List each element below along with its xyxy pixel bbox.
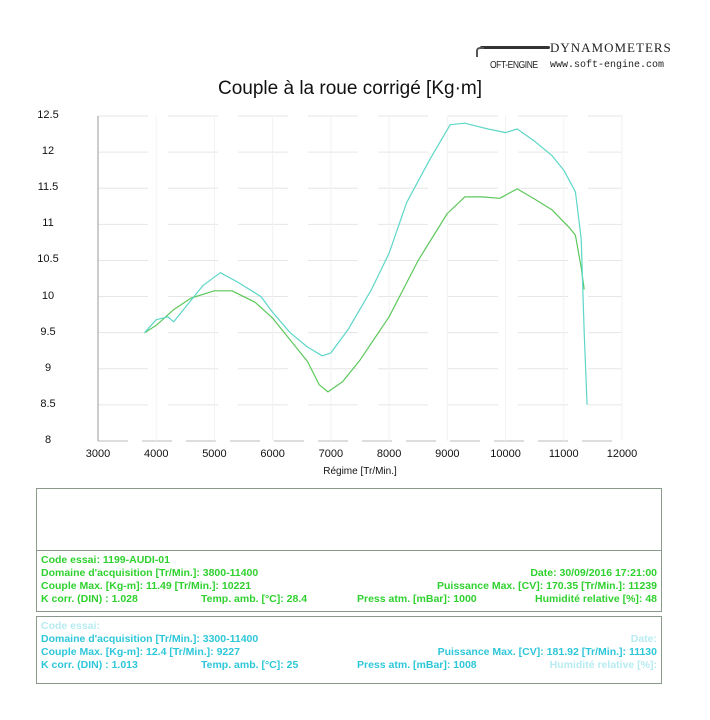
soft-engine-logo: DYNAMOMETERS OFT-ENGINE www.soft-engine.… — [476, 38, 688, 78]
acquisition-range: Domaine d'acquisition [Tr/Min.]: 3800-11… — [41, 567, 259, 579]
x-tick-label: 5000 — [202, 448, 227, 460]
ambient-temp: Temp. amb. [°C]: 28.4 — [201, 593, 308, 605]
logo-url: www.soft-engine.com — [550, 60, 665, 71]
y-tick-label: 9.5 — [40, 325, 56, 338]
chart-grid — [97, 115, 623, 442]
test-date: Date: — [630, 633, 657, 645]
chart-title: Couple à la roue corrigé [Kg·m] — [217, 78, 482, 99]
series-line-2 — [144, 122, 588, 405]
test-code: Code essai: 1199-AUDI-01 — [41, 554, 170, 566]
x-tick-label: 10000 — [490, 448, 521, 460]
ambient-temp: Temp. amb. [°C]: 25 — [201, 659, 299, 671]
test-date: Date: 30/09/2016 17:21:00 — [530, 567, 657, 579]
y-tick-label: 8 — [44, 434, 52, 446]
series-line-1 — [144, 188, 585, 393]
test-code: Code essai: — [41, 620, 100, 632]
y-tick-label: 8.5 — [40, 397, 56, 410]
info-panel-test-1: Code essai: 1199-AUDI-01 Domaine d'acqui… — [36, 550, 662, 612]
max-torque: Couple Max. [Kg-m]: 11.49 [Tr/Min.]: 102… — [41, 580, 252, 592]
atm-pressure: Press atm. [mBar]: 1008 — [357, 659, 477, 671]
info-header-box — [36, 488, 662, 551]
y-tick-label: 10 — [41, 289, 55, 302]
acquisition-range: Domaine d'acquisition [Tr/Min.]: 3300-11… — [41, 633, 259, 645]
k-correction: K corr. (DIN) : 1.028 — [41, 593, 138, 605]
atm-pressure: Press atm. [mBar]: 1000 — [357, 593, 477, 605]
max-power: Puissance Max. [CV]: 170.35 [Tr/Min.]: 1… — [436, 580, 657, 592]
x-tick-label: 9000 — [435, 448, 460, 460]
logo-swoosh-icon — [476, 46, 550, 57]
x-tick-label: 6000 — [260, 448, 285, 460]
x-axis-label: Régime [Tr/Min.] — [323, 466, 397, 477]
x-tick-label: 7000 — [318, 448, 344, 460]
max-power: Puissance Max. [CV]: 181.92 [Tr/Min.]: 1… — [437, 646, 657, 658]
humidity: Humidité relative [%]: 48 — [535, 593, 657, 605]
y-tick-label: 11.5 — [37, 181, 59, 194]
x-tick-label: 4000 — [143, 448, 169, 460]
x-tick-label: 11000 — [548, 448, 579, 460]
y-tick-label: 10.5 — [37, 253, 59, 266]
humidity: Humidité relative [%]: — [549, 659, 657, 671]
logo-soft-engine: OFT-ENGINE — [490, 60, 538, 71]
max-torque: Couple Max. [Kg-m]: 12.4 [Tr/Min.]: 9227 — [41, 646, 240, 658]
x-tick-label: 12000 — [606, 448, 638, 460]
x-tick-label: 8000 — [376, 448, 402, 460]
y-tick-label: 12 — [41, 145, 55, 158]
y-tick-label: 9 — [44, 361, 52, 374]
logo-brand: DYNAMOMETERS — [550, 40, 672, 55]
x-tick-label: 3000 — [85, 448, 111, 460]
k-correction: K corr. (DIN) : 1.013 — [41, 659, 138, 671]
torque-chart — [97, 115, 623, 442]
y-tick-label: 11 — [42, 217, 54, 230]
chart-series — [144, 122, 588, 405]
y-tick-label: 12.5 — [37, 109, 59, 121]
info-panel-test-2: Code essai: Domaine d'acquisition [Tr/Mi… — [36, 616, 662, 684]
